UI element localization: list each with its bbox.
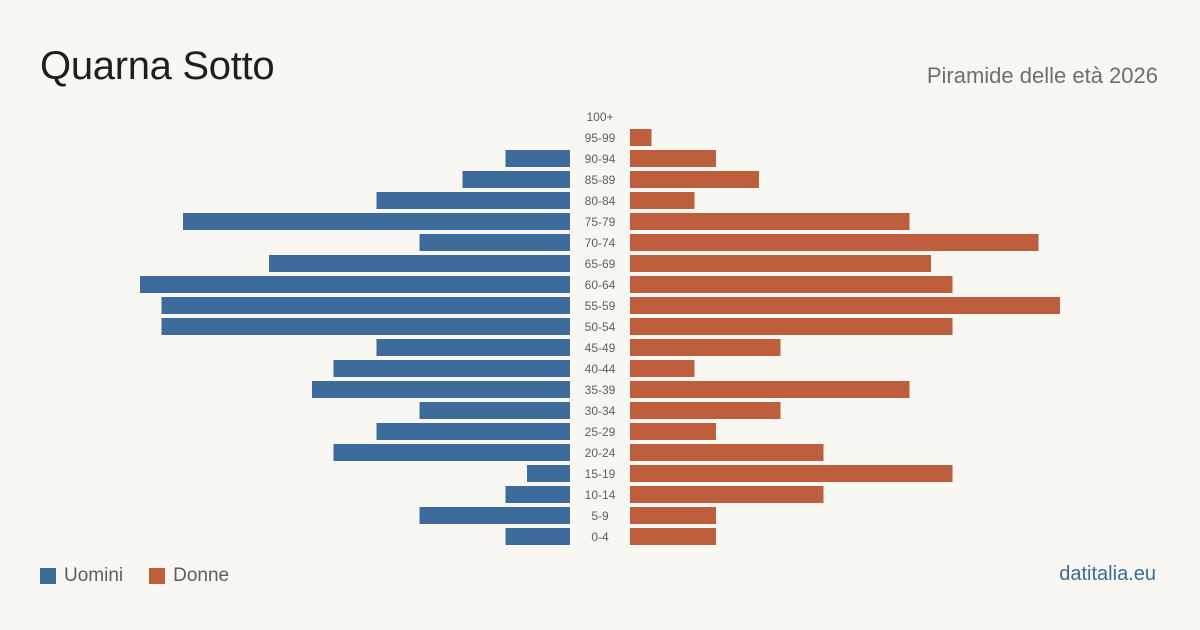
bar-women-10-14 — [630, 486, 824, 503]
age-label-60-64: 60-64 — [585, 278, 616, 292]
bar-men-90-94 — [505, 150, 570, 167]
bar-men-65-69 — [269, 255, 570, 272]
bar-men-5-9 — [419, 507, 570, 524]
bar-men-25-29 — [376, 423, 570, 440]
age-label-80-84: 80-84 — [585, 194, 616, 208]
age-label-10-14: 10-14 — [585, 488, 616, 502]
legend-item-men: Uomini — [40, 565, 123, 587]
bar-women-5-9 — [630, 507, 716, 524]
age-label-0-4: 0-4 — [591, 530, 609, 544]
age-label-75-79: 75-79 — [585, 215, 616, 229]
age-label-20-24: 20-24 — [585, 446, 616, 460]
bar-women-90-94 — [630, 150, 716, 167]
bar-men-45-49 — [376, 339, 570, 356]
bar-men-0-4 — [505, 528, 570, 545]
age-label-70-74: 70-74 — [585, 236, 616, 250]
bar-women-40-44 — [630, 360, 695, 377]
bar-women-85-89 — [630, 171, 759, 188]
bar-women-80-84 — [630, 192, 695, 209]
age-label-15-19: 15-19 — [585, 467, 616, 481]
chart-subtitle: Piramide delle età 2026 — [926, 63, 1158, 88]
bar-women-70-74 — [630, 234, 1039, 251]
bar-women-75-79 — [630, 213, 910, 230]
bar-men-60-64 — [140, 276, 570, 293]
bar-men-85-89 — [462, 171, 570, 188]
bar-men-40-44 — [333, 360, 570, 377]
legend-label-women: Donne — [173, 565, 230, 586]
age-label-55-59: 55-59 — [585, 299, 616, 313]
age-label-30-34: 30-34 — [585, 404, 616, 418]
bar-women-60-64 — [630, 276, 953, 293]
bar-men-30-34 — [419, 402, 570, 419]
bar-women-15-19 — [630, 465, 953, 482]
bar-women-25-29 — [630, 423, 716, 440]
bar-women-0-4 — [630, 528, 716, 545]
legend-swatch-men — [40, 568, 56, 584]
bar-men-20-24 — [333, 444, 570, 461]
age-label-100+: 100+ — [586, 110, 613, 124]
bar-women-55-59 — [630, 297, 1060, 314]
bar-men-35-39 — [312, 381, 570, 398]
bar-women-20-24 — [630, 444, 824, 461]
age-label-65-69: 65-69 — [585, 257, 616, 271]
bar-men-50-54 — [161, 318, 570, 335]
age-label-35-39: 35-39 — [585, 383, 616, 397]
age-label-45-49: 45-49 — [585, 341, 616, 355]
age-label-40-44: 40-44 — [585, 362, 616, 376]
bar-women-35-39 — [630, 381, 910, 398]
bar-women-30-34 — [630, 402, 781, 419]
age-label-25-29: 25-29 — [585, 425, 616, 439]
bar-men-10-14 — [505, 486, 570, 503]
bar-men-75-79 — [183, 213, 570, 230]
age-label-50-54: 50-54 — [585, 320, 616, 334]
legend-swatch-women — [149, 568, 166, 584]
legend-label-men: Uomini — [64, 565, 124, 586]
age-label-85-89: 85-89 — [585, 173, 616, 187]
age-label-95-99: 95-99 — [585, 131, 616, 145]
bar-men-55-59 — [161, 297, 570, 314]
bar-women-50-54 — [630, 318, 953, 335]
brand-link[interactable]: datitalia.eu — [1059, 563, 1156, 585]
bar-men-70-74 — [419, 234, 570, 251]
bar-women-45-49 — [630, 339, 781, 356]
bar-men-15-19 — [527, 465, 570, 482]
bar-women-65-69 — [630, 255, 931, 272]
legend: Uomini Donne — [40, 565, 255, 587]
legend-item-women: Donne — [149, 565, 229, 587]
bar-men-80-84 — [376, 192, 570, 209]
bar-women-95-99 — [630, 129, 652, 146]
chart-title: Quarna Sotto — [40, 44, 275, 88]
age-label-5-9: 5-9 — [591, 509, 609, 523]
age-label-90-94: 90-94 — [585, 152, 616, 166]
